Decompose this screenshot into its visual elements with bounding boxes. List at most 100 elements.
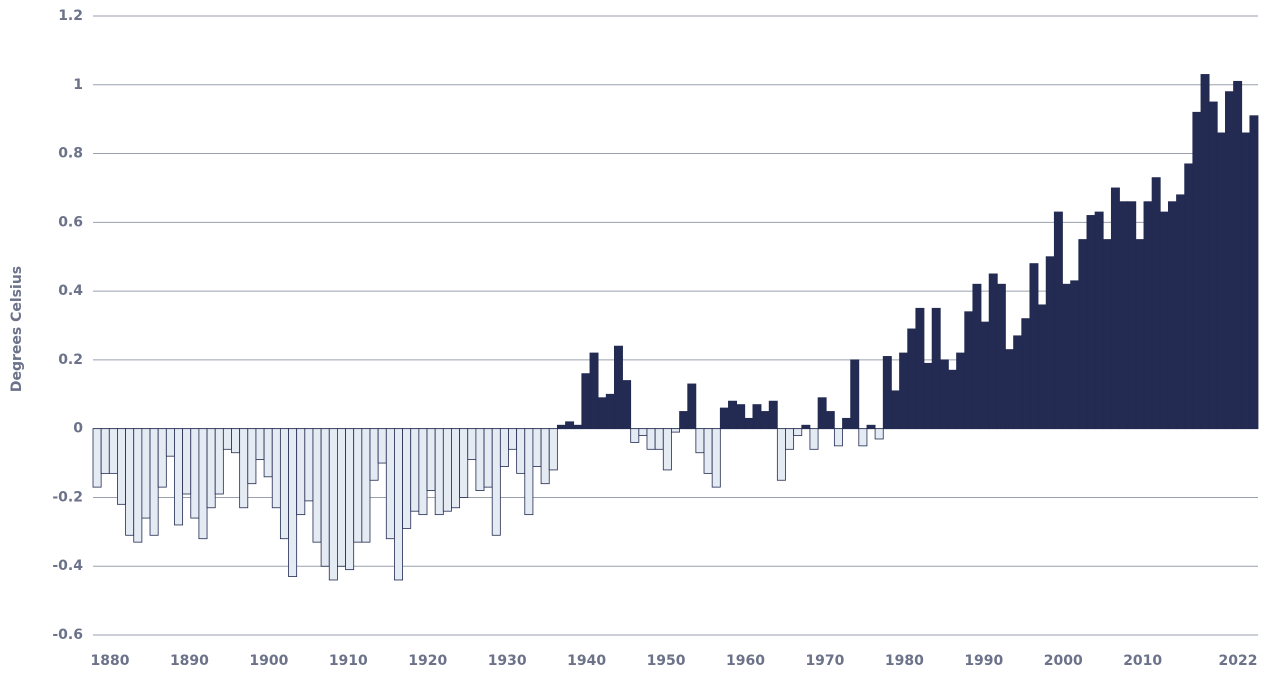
bar: [353, 428, 363, 543]
bar: [793, 428, 803, 436]
bar: [1233, 80, 1243, 430]
bar: [646, 428, 656, 450]
bar: [288, 428, 298, 577]
bar: [695, 428, 705, 454]
bar: [589, 352, 599, 430]
bar: [630, 428, 640, 443]
bar: [222, 428, 232, 450]
bar: [662, 428, 672, 471]
bar: [728, 400, 738, 430]
bar: [483, 428, 493, 488]
bar: [320, 428, 330, 567]
x-tick-label: 1890: [170, 653, 209, 669]
bar: [157, 428, 167, 488]
bar: [899, 352, 909, 430]
bar: [850, 359, 860, 430]
bar: [451, 428, 461, 509]
bar: [369, 428, 379, 481]
bar: [736, 404, 746, 430]
x-tick-label: 1910: [329, 653, 368, 669]
bar: [948, 369, 957, 430]
bar: [825, 411, 835, 430]
bar: [1037, 304, 1047, 430]
bar: [117, 428, 126, 505]
y-tick-label: 1.2: [58, 8, 83, 24]
bar: [1200, 74, 1210, 430]
bar: [776, 428, 786, 481]
bar: [613, 345, 623, 430]
y-axis-label: Degrees Celsius: [9, 266, 25, 392]
bar: [1192, 111, 1202, 430]
bar: [491, 428, 501, 536]
bar: [394, 428, 403, 581]
bar: [1045, 256, 1055, 430]
x-tick-label: 1930: [488, 653, 527, 669]
bar: [711, 428, 721, 488]
x-tick-label: 1990: [964, 653, 1003, 669]
bar: [1086, 215, 1096, 430]
bar: [956, 352, 966, 430]
bar: [1102, 239, 1112, 430]
bar: [1167, 201, 1177, 430]
y-tick-label: -0.4: [52, 558, 83, 574]
bar: [247, 428, 257, 485]
bar: [328, 428, 338, 581]
bar: [605, 393, 615, 430]
bar: [939, 359, 949, 430]
bar: [581, 373, 591, 430]
bar: [459, 428, 469, 498]
bar: [622, 380, 632, 430]
bar: [540, 428, 550, 485]
bar: [524, 428, 534, 516]
bar: [1216, 132, 1226, 430]
bar: [996, 283, 1006, 430]
x-tick-label: 1920: [408, 653, 447, 669]
bar: [1053, 211, 1063, 430]
bar: [1241, 132, 1251, 430]
y-tick-label: 0.2: [58, 352, 83, 368]
bar: [190, 428, 200, 519]
bar: [133, 428, 143, 543]
y-tick-label: 1: [73, 77, 83, 93]
bar: [402, 428, 412, 529]
bar: [1151, 177, 1161, 430]
bar: [988, 273, 998, 430]
x-tick-label: 1970: [805, 653, 844, 669]
bar: [833, 428, 843, 447]
x-tick-label: 1900: [249, 653, 288, 669]
bar: [418, 428, 428, 516]
bar: [809, 428, 819, 450]
bar: [556, 424, 566, 430]
y-tick-label: 0.6: [58, 214, 83, 230]
bar: [1208, 101, 1218, 430]
bar: [980, 321, 990, 430]
bar: [752, 404, 762, 430]
y-tick-label: 0.8: [58, 146, 83, 162]
bar: [801, 424, 811, 430]
bar: [198, 428, 208, 540]
bar: [687, 383, 697, 430]
bar: [92, 428, 102, 488]
bar: [1225, 91, 1234, 430]
bar: [304, 428, 314, 502]
bar: [964, 311, 974, 430]
bar: [149, 428, 159, 536]
bar: [1143, 201, 1153, 430]
bar: [1005, 349, 1014, 430]
bar: [817, 397, 827, 430]
bar: [255, 428, 265, 461]
bar: [768, 400, 778, 430]
bar: [866, 424, 876, 430]
bar: [1127, 201, 1137, 430]
bar: [337, 428, 346, 567]
bar: [1135, 239, 1145, 430]
bar: [361, 428, 371, 543]
bar: [206, 428, 216, 509]
bar: [516, 428, 526, 474]
bar: [907, 328, 917, 430]
x-tick-label: 2000: [1044, 653, 1083, 669]
bar: [1184, 163, 1194, 430]
bar: [703, 428, 713, 474]
bar: [426, 428, 436, 491]
bar: [345, 428, 355, 571]
